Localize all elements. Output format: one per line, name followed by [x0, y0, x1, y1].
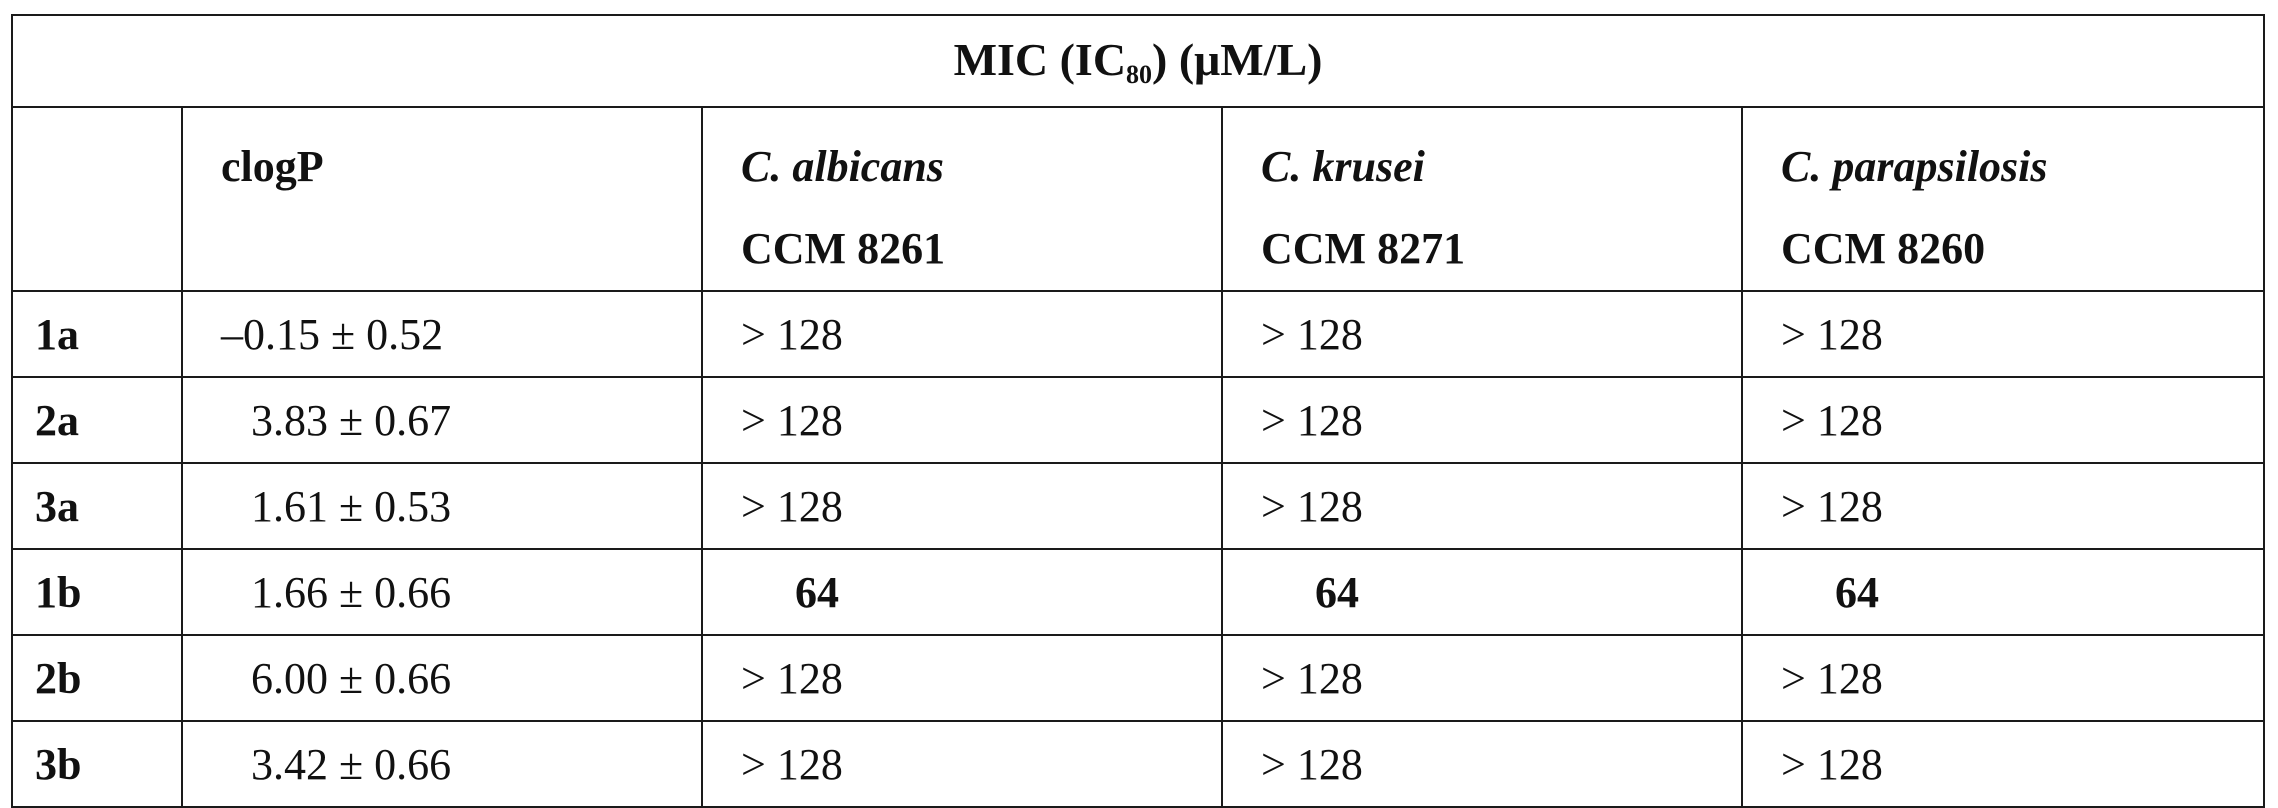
- compound-id: 3b: [11, 720, 183, 808]
- table-title-row: MIC (IC80) (μM/L): [10, 14, 2266, 108]
- title-subscript: 80: [1126, 59, 1153, 89]
- mic-value: > 128: [1221, 634, 1743, 722]
- table-row: 2b 6.00 ± 0.66 > 128 > 128 > 128: [11, 634, 2266, 722]
- clogp-value: 1.66 ± 0.66: [181, 548, 703, 636]
- title-main: MIC (IC: [953, 33, 1127, 85]
- compound-id: 1b: [11, 548, 183, 636]
- header-clogp: clogP: [221, 142, 324, 191]
- compound-id: 2b: [11, 634, 183, 722]
- mic-table: MIC (IC80) (μM/L) clogP C. albicans CCM …: [10, 14, 2266, 808]
- mic-value: > 128: [1740, 462, 2266, 550]
- compound-id: 2a: [11, 376, 183, 464]
- header-species-name: C. parapsilosis: [1781, 142, 2048, 191]
- clogp-value: 6.00 ± 0.66: [181, 634, 703, 722]
- mic-value: 64: [1740, 548, 2266, 636]
- mic-value: > 128: [701, 634, 1223, 722]
- header-strain: CCM 8260: [1781, 224, 1986, 273]
- header-species-cell: C. parapsilosis CCM 8260: [1740, 106, 2266, 292]
- mic-value: 64: [1221, 548, 1743, 636]
- mic-table-container: MIC (IC80) (μM/L) clogP C. albicans CCM …: [10, 14, 2266, 808]
- mic-value: > 128: [701, 376, 1223, 464]
- mic-value: > 128: [1740, 290, 2266, 378]
- title-tail: ) (μM/L): [1152, 33, 1323, 85]
- header-clogp-cell: clogP: [181, 106, 703, 292]
- header-strain: CCM 8271: [1261, 224, 1466, 273]
- mic-value: > 128: [1221, 462, 1743, 550]
- table-title: MIC (IC80) (μM/L): [10, 14, 2266, 108]
- table-row: 3b 3.42 ± 0.66 > 128 > 128 > 128: [11, 720, 2266, 808]
- header-strain: CCM 8261: [741, 224, 946, 273]
- mic-value: 64: [701, 548, 1223, 636]
- mic-value: > 128: [1740, 634, 2266, 722]
- mic-value: > 128: [1740, 720, 2266, 808]
- column-header-row: clogP C. albicans CCM 8261 C. krusei CCM…: [11, 106, 2266, 292]
- clogp-value: 1.61 ± 0.53: [181, 462, 703, 550]
- clogp-value: 3.83 ± 0.67: [181, 376, 703, 464]
- header-species-cell: C. krusei CCM 8271: [1221, 106, 1743, 292]
- mic-value: > 128: [701, 462, 1223, 550]
- mic-value: > 128: [701, 290, 1223, 378]
- mic-value: > 128: [1221, 290, 1743, 378]
- header-species-name: C. albicans: [741, 142, 944, 191]
- table-row: 1b 1.66 ± 0.66 64 64 64: [11, 548, 2266, 636]
- mic-value: > 128: [701, 720, 1223, 808]
- table-row: 1a –0.15 ± 0.52 > 128 > 128 > 128: [11, 290, 2266, 378]
- table-row: 3a 1.61 ± 0.53 > 128 > 128 > 128: [11, 462, 2266, 550]
- header-species-name: C. krusei: [1261, 142, 1425, 191]
- clogp-value: –0.15 ± 0.52: [181, 290, 703, 378]
- mic-value: > 128: [1740, 376, 2266, 464]
- compound-id: 3a: [11, 462, 183, 550]
- header-species-cell: C. albicans CCM 8261: [701, 106, 1223, 292]
- clogp-value: 3.42 ± 0.66: [181, 720, 703, 808]
- mic-value: > 128: [1221, 720, 1743, 808]
- header-empty-cell: [11, 106, 183, 292]
- compound-id: 1a: [11, 290, 183, 378]
- mic-value: > 128: [1221, 376, 1743, 464]
- table-row: 2a 3.83 ± 0.67 > 128 > 128 > 128: [11, 376, 2266, 464]
